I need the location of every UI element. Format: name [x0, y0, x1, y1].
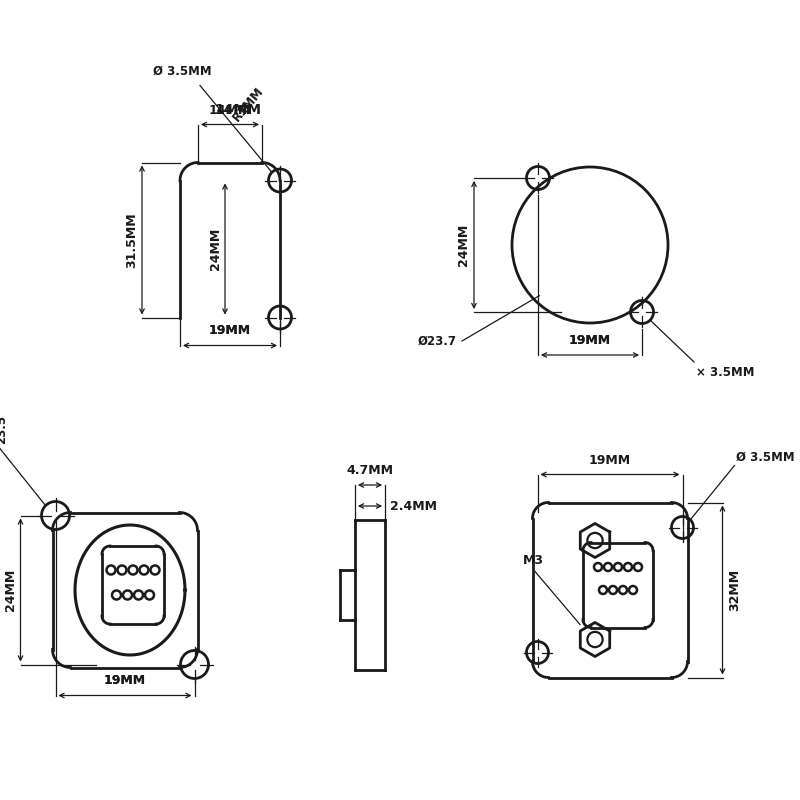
- Text: 14MM: 14MM: [214, 102, 262, 117]
- Text: 24MM: 24MM: [209, 228, 222, 270]
- Text: × 3.5MM: × 3.5MM: [696, 366, 754, 379]
- Text: 23.5: 23.5: [0, 414, 9, 443]
- Text: 19MM: 19MM: [104, 674, 146, 687]
- Text: Ø 3.5MM: Ø 3.5MM: [737, 450, 795, 463]
- Text: Ø23.7: Ø23.7: [418, 334, 457, 347]
- Text: 24MM: 24MM: [458, 224, 470, 266]
- Text: 32MM: 32MM: [728, 569, 741, 611]
- Text: 24MM: 24MM: [4, 569, 17, 611]
- Text: 19MM: 19MM: [589, 454, 631, 466]
- Text: 19MM: 19MM: [569, 334, 611, 347]
- Text: M3: M3: [522, 554, 543, 567]
- Text: R1MM: R1MM: [230, 85, 266, 124]
- Text: 19MM: 19MM: [569, 334, 611, 347]
- Text: 2.4MM: 2.4MM: [390, 499, 437, 513]
- Text: 4.7MM: 4.7MM: [346, 464, 394, 477]
- Text: 19MM: 19MM: [209, 325, 251, 338]
- Text: 19MM: 19MM: [104, 674, 146, 687]
- Text: 14MM: 14MM: [209, 103, 251, 117]
- Text: 19MM: 19MM: [209, 325, 251, 338]
- Text: 31.5MM: 31.5MM: [126, 212, 138, 268]
- Text: Ø 3.5MM: Ø 3.5MM: [153, 65, 211, 78]
